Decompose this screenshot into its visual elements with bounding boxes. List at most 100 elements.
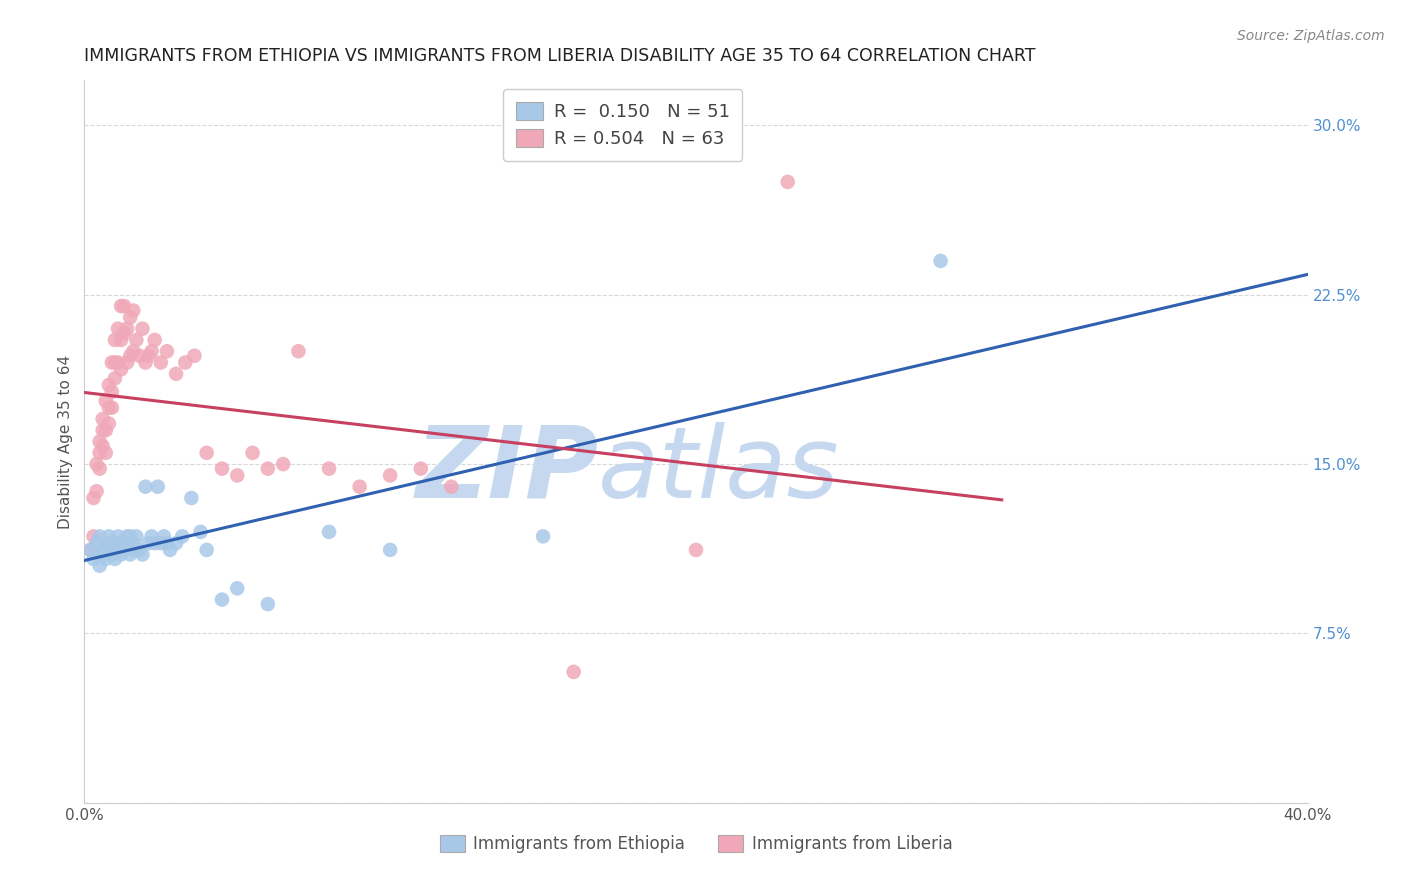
Point	[110, 299, 132, 313]
Point	[101, 548, 124, 562]
Point	[120, 529, 142, 543]
Point	[211, 592, 233, 607]
Point	[143, 333, 166, 347]
Point	[562, 665, 585, 679]
Point	[120, 349, 142, 363]
Point	[104, 552, 127, 566]
Point	[131, 321, 153, 335]
Point	[180, 491, 202, 505]
Point	[97, 529, 120, 543]
Point	[226, 468, 249, 483]
Point	[86, 457, 108, 471]
Point	[110, 542, 132, 557]
Point	[110, 548, 132, 562]
Point	[112, 299, 135, 313]
Point	[131, 548, 153, 562]
Y-axis label: Disability Age 35 to 64: Disability Age 35 to 64	[58, 354, 73, 529]
Point	[122, 344, 145, 359]
Point	[79, 542, 101, 557]
Point	[125, 333, 148, 347]
Point	[104, 333, 127, 347]
Text: Source: ZipAtlas.com: Source: ZipAtlas.com	[1237, 29, 1385, 43]
Point	[89, 461, 111, 475]
Point	[128, 542, 150, 557]
Point	[138, 536, 160, 550]
Point	[165, 536, 187, 550]
Point	[115, 321, 138, 335]
Point	[242, 446, 264, 460]
Point	[349, 480, 371, 494]
Point	[94, 393, 117, 408]
Point	[97, 401, 120, 415]
Text: atlas: atlas	[598, 422, 839, 519]
Point	[120, 310, 142, 325]
Point	[174, 355, 197, 369]
Point	[94, 423, 117, 437]
Point	[107, 321, 129, 335]
Point	[101, 355, 124, 369]
Point	[107, 529, 129, 543]
Point	[135, 480, 157, 494]
Point	[94, 536, 117, 550]
Point	[91, 412, 114, 426]
Point	[156, 536, 179, 550]
Point	[122, 542, 145, 557]
Point	[89, 558, 111, 573]
Text: IMMIGRANTS FROM ETHIOPIA VS IMMIGRANTS FROM LIBERIA DISABILITY AGE 35 TO 64 CORR: IMMIGRANTS FROM ETHIOPIA VS IMMIGRANTS F…	[84, 47, 1036, 65]
Point	[104, 371, 127, 385]
Point	[83, 529, 105, 543]
Point	[318, 461, 340, 475]
Point	[83, 552, 105, 566]
Point	[159, 542, 181, 557]
Point	[101, 536, 124, 550]
Point	[97, 378, 120, 392]
Point	[409, 461, 432, 475]
Point	[257, 597, 280, 611]
Point	[165, 367, 187, 381]
Point	[776, 175, 799, 189]
Point	[172, 529, 194, 543]
Point	[149, 355, 172, 369]
Point	[226, 582, 249, 596]
Point	[91, 439, 114, 453]
Point	[929, 253, 952, 268]
Point	[101, 401, 124, 415]
Point	[91, 542, 114, 557]
Point	[112, 536, 135, 550]
Point	[83, 491, 105, 505]
Point	[271, 457, 294, 471]
Point	[104, 542, 127, 557]
Point	[318, 524, 340, 539]
Point	[149, 536, 172, 550]
Point	[89, 529, 111, 543]
Point	[89, 434, 111, 449]
Point	[156, 344, 179, 359]
Point	[91, 423, 114, 437]
Point	[104, 355, 127, 369]
Point	[141, 529, 163, 543]
Point	[86, 484, 108, 499]
Point	[122, 536, 145, 550]
Point	[380, 468, 402, 483]
Point	[287, 344, 309, 359]
Point	[94, 552, 117, 566]
Point	[110, 333, 132, 347]
Point	[110, 362, 132, 376]
Point	[380, 542, 402, 557]
Point	[440, 480, 463, 494]
Point	[685, 542, 707, 557]
Point	[115, 355, 138, 369]
Point	[531, 529, 554, 543]
Point	[112, 542, 135, 557]
Point	[195, 542, 218, 557]
Point	[94, 446, 117, 460]
Point	[183, 349, 205, 363]
Point	[91, 548, 114, 562]
Point	[97, 542, 120, 557]
Point	[128, 349, 150, 363]
Text: ZIP: ZIP	[415, 422, 598, 519]
Point	[115, 529, 138, 543]
Point	[89, 446, 111, 460]
Point	[146, 480, 169, 494]
Legend: Immigrants from Ethiopia, Immigrants from Liberia: Immigrants from Ethiopia, Immigrants fro…	[433, 828, 959, 860]
